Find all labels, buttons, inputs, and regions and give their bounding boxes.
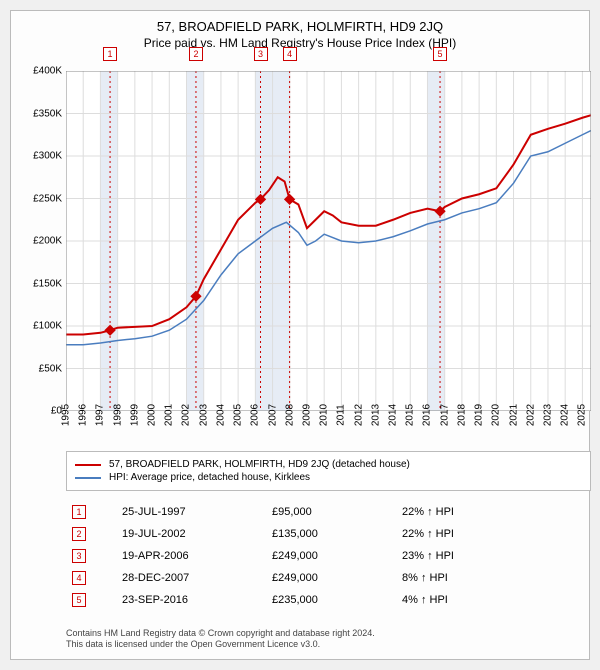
x-tick: 2022 [525,404,536,426]
x-tick: 1999 [129,404,140,426]
x-tick: 2021 [508,404,519,426]
x-tick: 2008 [284,404,295,426]
x-tick: 2015 [405,404,416,426]
x-tick: 2014 [388,404,399,426]
sale-row: 5 23-SEP-2016 £235,000 4% ↑ HPI [66,589,591,611]
x-tick: 2013 [370,404,381,426]
sale-price: £249,000 [266,567,396,589]
x-tick: 2020 [491,404,502,426]
x-tick: 2017 [439,404,450,426]
x-tick: 1995 [61,404,72,426]
legend-label: HPI: Average price, detached house, Kirk… [109,472,310,483]
y-tick: £300K [33,151,62,162]
y-tick: £100K [33,321,62,332]
legend-label: 57, BROADFIELD PARK, HOLMFIRTH, HD9 2JQ … [109,459,410,470]
x-tick: 2019 [474,404,485,426]
sale-row: 1 25-JUL-1997 £95,000 22% ↑ HPI [66,501,591,523]
legend: 57, BROADFIELD PARK, HOLMFIRTH, HD9 2JQ … [66,451,591,491]
x-tick: 2024 [560,404,571,426]
sale-date: 19-APR-2006 [116,545,266,567]
report-card: 57, BROADFIELD PARK, HOLMFIRTH, HD9 2JQ … [10,10,590,660]
subtitle: Price paid vs. HM Land Registry's House … [11,36,589,58]
x-tick: 2000 [147,404,158,426]
sale-hpi-delta: 4% ↑ HPI [396,589,591,611]
sale-marker-5: 5 [433,47,447,61]
x-tick: 2007 [267,404,278,426]
sale-row: 3 19-APR-2006 £249,000 23% ↑ HPI [66,545,591,567]
x-tick: 2001 [164,404,175,426]
x-tick: 2012 [353,404,364,426]
legend-item: HPI: Average price, detached house, Kirk… [75,471,582,484]
title: 57, BROADFIELD PARK, HOLMFIRTH, HD9 2JQ [11,11,589,36]
footnote-line: This data is licensed under the Open Gov… [66,639,591,651]
sale-marker-icon: 3 [72,549,86,563]
x-tick: 2002 [181,404,192,426]
y-tick: £350K [33,108,62,119]
price-chart: £0£50K£100K£150K£200K£250K£300K£350K£400… [66,71,591,411]
chart-svg [66,71,591,411]
x-tick: 1997 [95,404,106,426]
y-tick: £50K [39,363,62,374]
sale-row: 4 28-DEC-2007 £249,000 8% ↑ HPI [66,567,591,589]
y-tick: £200K [33,236,62,247]
x-tick: 1998 [112,404,123,426]
sale-marker-icon: 1 [72,505,86,519]
x-tick: 2018 [456,404,467,426]
sale-date: 28-DEC-2007 [116,567,266,589]
legend-swatch [75,464,101,466]
sale-marker-icon: 4 [72,571,86,585]
sale-price: £95,000 [266,501,396,523]
x-tick: 2016 [422,404,433,426]
sale-row: 2 19-JUL-2002 £135,000 22% ↑ HPI [66,523,591,545]
x-tick: 2006 [250,404,261,426]
x-tick: 2010 [319,404,330,426]
x-tick: 2005 [233,404,244,426]
footnote-line: Contains HM Land Registry data © Crown c… [66,628,591,640]
sale-hpi-delta: 22% ↑ HPI [396,501,591,523]
sale-hpi-delta: 23% ↑ HPI [396,545,591,567]
y-tick: £250K [33,193,62,204]
legend-item: 57, BROADFIELD PARK, HOLMFIRTH, HD9 2JQ … [75,458,582,471]
sale-date: 19-JUL-2002 [116,523,266,545]
y-tick: £150K [33,278,62,289]
sale-marker-3: 3 [254,47,268,61]
x-tick: 2025 [577,404,588,426]
sale-date: 25-JUL-1997 [116,501,266,523]
footnote: Contains HM Land Registry data © Crown c… [66,628,591,651]
y-tick: £400K [33,66,62,77]
sale-marker-icon: 2 [72,527,86,541]
x-tick: 2004 [215,404,226,426]
sale-price: £235,000 [266,589,396,611]
legend-swatch [75,477,101,479]
sale-marker-2: 2 [189,47,203,61]
sale-marker-4: 4 [283,47,297,61]
sale-price: £249,000 [266,545,396,567]
sale-marker-icon: 5 [72,593,86,607]
x-tick: 2009 [301,404,312,426]
sale-date: 23-SEP-2016 [116,589,266,611]
sale-hpi-delta: 8% ↑ HPI [396,567,591,589]
sales-table: 1 25-JUL-1997 £95,000 22% ↑ HPI 2 19-JUL… [66,501,591,611]
sale-hpi-delta: 22% ↑ HPI [396,523,591,545]
sale-price: £135,000 [266,523,396,545]
x-tick: 1996 [78,404,89,426]
sale-marker-1: 1 [103,47,117,61]
x-tick: 2023 [542,404,553,426]
x-tick: 2003 [198,404,209,426]
x-tick: 2011 [336,404,347,426]
